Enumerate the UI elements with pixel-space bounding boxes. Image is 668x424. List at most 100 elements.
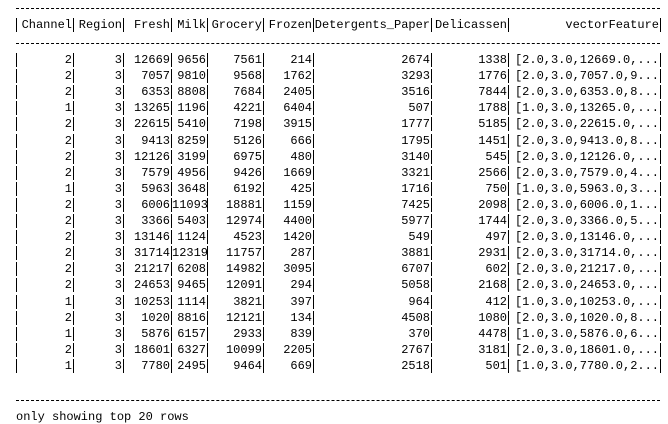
table-cell: 3516 bbox=[313, 85, 431, 100]
table-cell: 1080 bbox=[431, 310, 508, 325]
table-cell: 5126 bbox=[207, 133, 263, 148]
table-cell: 1159 bbox=[263, 197, 313, 212]
table-cell: 3 bbox=[73, 149, 123, 164]
table-cell: 1338 bbox=[431, 53, 508, 67]
table-cell: 1762 bbox=[263, 69, 313, 84]
table-rule bbox=[16, 400, 660, 401]
table-cell: 3 bbox=[73, 181, 123, 196]
table-cell: 3 bbox=[73, 310, 123, 325]
table-cell: 2 bbox=[16, 85, 73, 100]
table-cell: 10253 bbox=[123, 294, 171, 309]
table-cell: 2168 bbox=[431, 278, 508, 293]
table-cell: 3 bbox=[73, 101, 123, 116]
column-header: Grocery bbox=[207, 18, 263, 32]
table-cell: 2767 bbox=[313, 342, 431, 357]
table-cell: 2566 bbox=[431, 165, 508, 180]
table-cell: 3293 bbox=[313, 69, 431, 84]
table-cell: 3181 bbox=[431, 342, 508, 357]
table-cell: 9656 bbox=[171, 53, 207, 67]
table-cell: 3915 bbox=[263, 117, 313, 132]
table-cell: 9464 bbox=[207, 358, 263, 373]
table-cell: 549 bbox=[313, 230, 431, 245]
table-cell: [2.0,3.0,7579.0,4... bbox=[508, 165, 661, 180]
table-cell: 12126 bbox=[123, 149, 171, 164]
table-cell: 2 bbox=[16, 165, 73, 180]
table-cell: 4523 bbox=[207, 230, 263, 245]
table-cell: 2 bbox=[16, 230, 73, 245]
table-cell: 8259 bbox=[171, 133, 207, 148]
table-cell: [1.0,3.0,5963.0,3... bbox=[508, 181, 661, 196]
table-cell: 2518 bbox=[313, 358, 431, 373]
table-cell: 7844 bbox=[431, 85, 508, 100]
table-cell: 12121 bbox=[207, 310, 263, 325]
table-cell: 13146 bbox=[123, 230, 171, 245]
table-cell: 1777 bbox=[313, 117, 431, 132]
table-cell: 10099 bbox=[207, 342, 263, 357]
table-cell: 839 bbox=[263, 326, 313, 341]
table-cell: 2 bbox=[16, 133, 73, 148]
table-cell: 501 bbox=[431, 358, 508, 373]
table-cell: 1124 bbox=[171, 230, 207, 245]
table-cell: 12669 bbox=[123, 53, 171, 67]
table-cell: 1196 bbox=[171, 101, 207, 116]
table-cell: 3 bbox=[73, 133, 123, 148]
table-cell: 31714 bbox=[123, 246, 171, 261]
table-cell: 2 bbox=[16, 310, 73, 325]
table-cell: 3648 bbox=[171, 181, 207, 196]
table-cell: [2.0,3.0,18601.0,... bbox=[508, 342, 661, 357]
table-cell: 5963 bbox=[123, 181, 171, 196]
table-cell: 497 bbox=[431, 230, 508, 245]
table-cell: 9426 bbox=[207, 165, 263, 180]
table-cell: 2405 bbox=[263, 85, 313, 100]
table-cell: 6157 bbox=[171, 326, 207, 341]
table-cell: 14982 bbox=[207, 262, 263, 277]
table-cell: 1776 bbox=[431, 69, 508, 84]
table-cell: 5058 bbox=[313, 278, 431, 293]
table-cell: 3881 bbox=[313, 246, 431, 261]
column-header: Fresh bbox=[123, 18, 171, 32]
table-cell: 2 bbox=[16, 214, 73, 228]
table-cell: 3 bbox=[73, 342, 123, 357]
table-cell: [2.0,3.0,13146.0,... bbox=[508, 230, 661, 245]
column-header: vectorFeature bbox=[508, 18, 661, 32]
table-cell: 750 bbox=[431, 181, 508, 196]
table-cell: 6327 bbox=[171, 342, 207, 357]
table-cell: 7057 bbox=[123, 69, 171, 84]
table-cell: 602 bbox=[431, 262, 508, 277]
table-cell: 6404 bbox=[263, 101, 313, 116]
table-cell: [2.0,3.0,12669.0,... bbox=[508, 53, 661, 67]
table-cell: 2 bbox=[16, 262, 73, 277]
table-cell: 8808 bbox=[171, 85, 207, 100]
table-cell: 2 bbox=[16, 69, 73, 84]
table-cell: 6975 bbox=[207, 149, 263, 164]
table-cell: 5876 bbox=[123, 326, 171, 341]
table-cell: 3 bbox=[73, 85, 123, 100]
table-cell: 507 bbox=[313, 101, 431, 116]
table-cell: 2 bbox=[16, 342, 73, 357]
table-rule bbox=[16, 8, 660, 9]
table-cell: 9413 bbox=[123, 133, 171, 148]
table-cell: 12974 bbox=[207, 214, 263, 228]
table-cell: 3 bbox=[73, 246, 123, 261]
table-cell: [2.0,3.0,6353.0,8... bbox=[508, 85, 661, 100]
table-cell: [2.0,3.0,31714.0,... bbox=[508, 246, 661, 261]
column-header: Frozen bbox=[263, 18, 313, 32]
table-cell: 214 bbox=[263, 53, 313, 67]
table-cell: 3140 bbox=[313, 149, 431, 164]
table-cell: 3366 bbox=[123, 214, 171, 228]
table-cell: 22615 bbox=[123, 117, 171, 132]
table-cell: [1.0,3.0,13265.0,... bbox=[508, 101, 661, 116]
table-cell: 6192 bbox=[207, 181, 263, 196]
table-cell: 7780 bbox=[123, 358, 171, 373]
table-cell: 1744 bbox=[431, 214, 508, 228]
column-header: Milk bbox=[171, 18, 207, 32]
table-cell: 7425 bbox=[313, 197, 431, 212]
table-cell: 1114 bbox=[171, 294, 207, 309]
table-cell: 3 bbox=[73, 69, 123, 84]
table-cell: 3 bbox=[73, 358, 123, 373]
table-cell: 11757 bbox=[207, 246, 263, 261]
table-cell: 4400 bbox=[263, 214, 313, 228]
table-cell: 2495 bbox=[171, 358, 207, 373]
table-cell: [2.0,3.0,7057.0,9... bbox=[508, 69, 661, 84]
